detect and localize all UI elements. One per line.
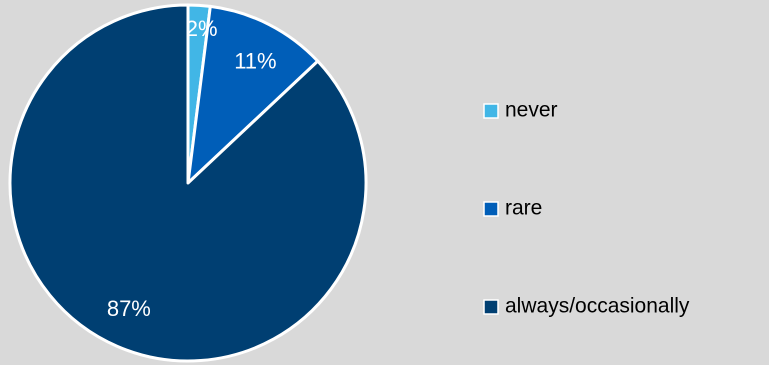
legend-label-never: never (505, 99, 558, 122)
pie-slice-rare (186, 4, 320, 185)
legend-swatch-rare (483, 201, 499, 217)
legend-swatch-always-occasionally (483, 299, 499, 315)
legend-label-rare: rare (505, 197, 542, 220)
pie-slice-always-occasionally (8, 3, 368, 363)
data-label-never: 2% (186, 16, 218, 41)
data-label-rare: 11% (234, 48, 276, 73)
legend-label-always-occasionally: always/occasionally (505, 295, 690, 318)
pie-slices (8, 3, 368, 363)
legend-swatch-never (483, 103, 499, 119)
legend: never rare always/occasionally (483, 99, 690, 318)
data-label-always-occasionally: 87% (107, 296, 151, 321)
slice-labels: 2% 11% 87% (107, 16, 277, 321)
